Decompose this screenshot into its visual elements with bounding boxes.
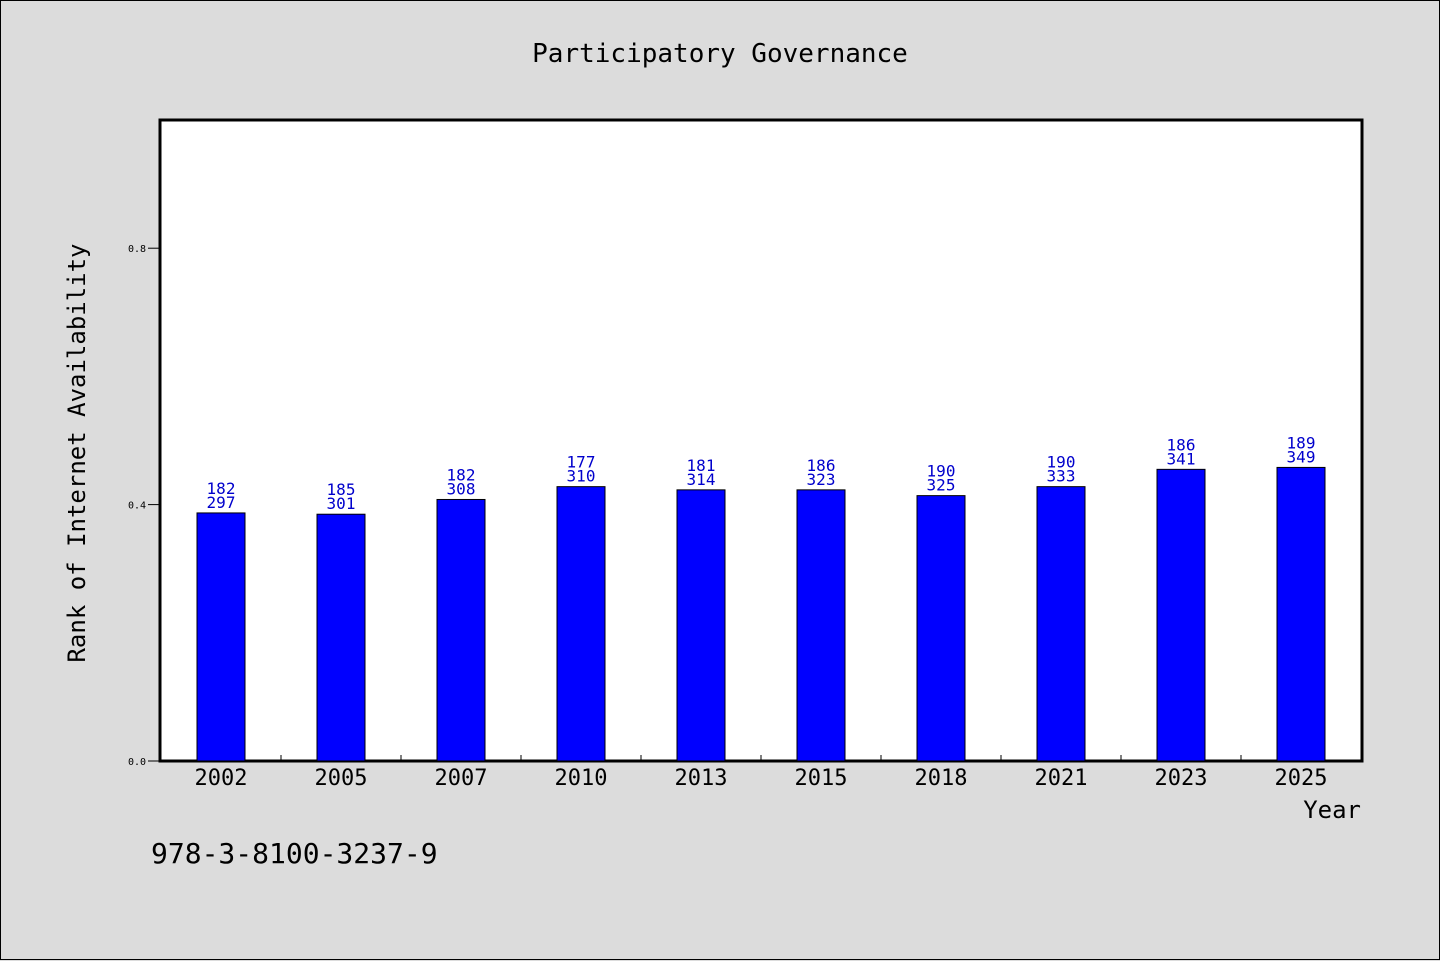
y-tick-label: 0.8	[128, 244, 146, 255]
bar	[916, 495, 966, 762]
bar	[436, 498, 486, 762]
bar	[1156, 468, 1206, 762]
x-tick-label: 2007	[435, 766, 488, 791]
bar-value-label: 186	[807, 456, 836, 475]
x-tick-label: 2021	[1035, 766, 1088, 791]
x-axis-title: Year	[1303, 796, 1361, 824]
x-axis: 2002 2005 2007 2010 2013 2015 2018 2021 2023 2025	[195, 755, 1328, 791]
x-tick-label: 2013	[675, 766, 728, 791]
isbn-text: 978-3-8100-3237-9	[151, 837, 438, 870]
bar	[316, 513, 366, 762]
x-tick-label: 2018	[915, 766, 968, 791]
y-tick-label: 0.0	[128, 757, 146, 768]
y-axis-title: Rank of Internet Availability	[63, 243, 91, 662]
bar-value-label: 185	[327, 480, 356, 499]
x-tick-label: 2005	[315, 766, 368, 791]
chart-title: Participatory Governance	[532, 39, 908, 69]
x-tick-label: 2002	[195, 766, 248, 791]
bar	[676, 489, 726, 762]
bar-value-label: 182	[207, 479, 236, 498]
bar-value-label: 189	[1287, 433, 1316, 452]
x-tick-label: 2023	[1155, 766, 1208, 791]
bar-value-label: 297	[207, 493, 236, 512]
bar-value-label: 186	[1167, 435, 1196, 454]
bar-value-label: 323	[807, 470, 836, 489]
x-tick-label: 2025	[1275, 766, 1328, 791]
bar-value-label: 182	[447, 465, 476, 484]
bar-value-label: 310	[567, 467, 596, 486]
bar-value-label: 325	[927, 476, 956, 495]
bar-value-label: 177	[567, 453, 596, 472]
bar-value-label: 301	[327, 494, 356, 513]
x-tick-label: 2010	[555, 766, 608, 791]
bar-value-label: 190	[1047, 453, 1076, 472]
bar-value-label: 341	[1167, 449, 1196, 468]
bar	[196, 512, 246, 762]
bar-value-label: 314	[687, 470, 716, 489]
bar-value-label: 333	[1047, 467, 1076, 486]
y-tick-label: 0.4	[128, 501, 146, 512]
bar	[556, 486, 606, 762]
bar	[796, 489, 846, 762]
y-axis: 0.0 0.4 0.8	[128, 244, 160, 768]
bar-value-label: 190	[927, 462, 956, 481]
x-tick-label: 2015	[795, 766, 848, 791]
bar-value-label: 349	[1287, 447, 1316, 466]
bar-value-label: 181	[687, 456, 716, 475]
bar-value-label: 308	[447, 479, 476, 498]
bar	[1036, 486, 1086, 762]
bar	[1276, 466, 1326, 762]
